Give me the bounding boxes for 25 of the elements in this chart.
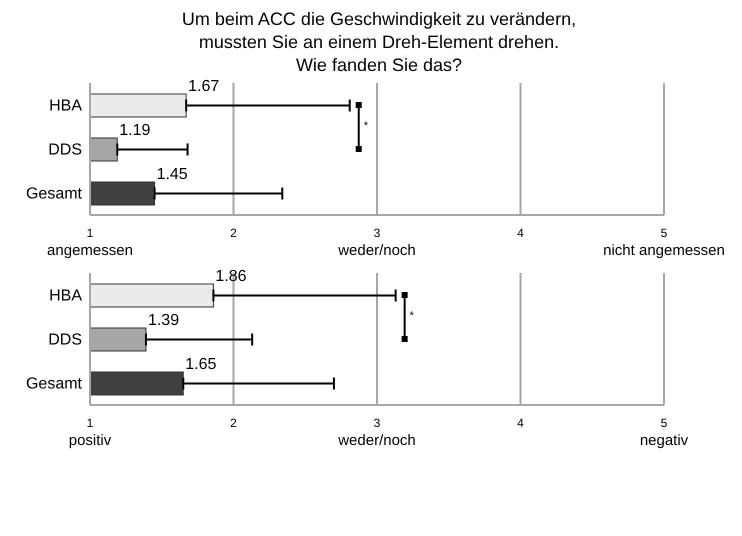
x-tick-label: 4 <box>517 226 524 240</box>
x-tick-label: 5 nicht angemessen <box>603 226 725 259</box>
annotation: * <box>410 310 415 322</box>
y-tick-label: HBA <box>49 98 82 115</box>
data-label: 1.65 <box>185 356 217 373</box>
data-label: 1.19 <box>119 122 151 139</box>
x-tick-label: 1 positiv <box>68 416 112 449</box>
x-tick-label: 2 <box>230 226 238 240</box>
annotation: * <box>364 120 369 132</box>
x-tick-label: 4 <box>517 416 524 430</box>
chart-title: Um beim ACC die Geschwindigkeit zu verändern, mussten Sie an einem Dreh-Element drehen. Wie fanden Sie das? <box>180 8 578 77</box>
y-tick-label: Gesamt <box>26 376 83 393</box>
data-label: 1.39 <box>148 312 180 329</box>
y-tick-label: Gesamt <box>26 186 83 203</box>
y-tick-label: DDS <box>48 142 82 159</box>
x-tick-label: 2 <box>230 416 238 430</box>
y-tick-label: DDS <box>48 332 82 349</box>
x-tick-label: 3 weder/noch <box>337 416 416 449</box>
data-label: 1.67 <box>188 78 220 95</box>
x-tick-label: 1 angemessen <box>47 226 133 259</box>
data-label: 1.45 <box>156 166 188 183</box>
data-label: 1.86 <box>215 268 247 285</box>
y-tick-label: HBA <box>49 288 82 305</box>
x-tick-label: 3 weder/noch <box>337 226 416 259</box>
x-tick-label: 5 negativ <box>640 416 689 449</box>
